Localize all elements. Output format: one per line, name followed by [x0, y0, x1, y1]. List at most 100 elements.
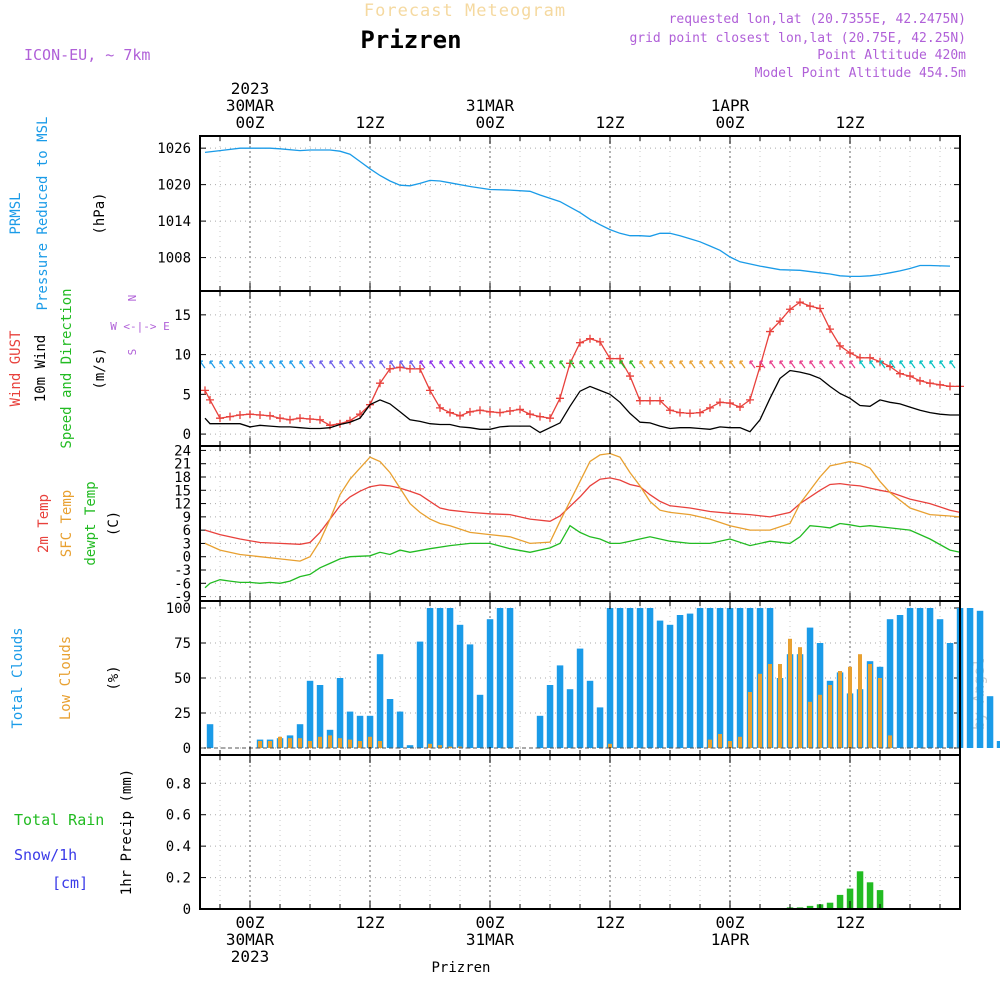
bar-low-clouds: [888, 735, 892, 748]
gust-marker: [376, 379, 384, 388]
gust-marker: [201, 386, 209, 395]
bar-total-clouds: [546, 685, 554, 748]
panel-wind: 0 5 10 15 Wind GUST 10m Wind Speed and Directi…: [8, 288, 964, 449]
bar-total-clouds: [466, 644, 474, 748]
ytick-label: 15: [174, 483, 191, 499]
gust-marker: [506, 407, 514, 416]
panel-precip: 0 0.2 0.4 0.6 0.8 Total Rain Snow/1h [cm] 1hr Pr…: [14, 754, 961, 918]
bar-low-clouds: [308, 741, 312, 748]
side-label: (m/s): [92, 347, 108, 389]
ytick-label: -9: [174, 590, 191, 606]
side-label: Low Clouds: [58, 636, 74, 720]
ytick-label: 6: [183, 523, 191, 539]
wind-arrow: [529, 360, 536, 369]
side-label: Pressure Reduced to MSL: [35, 117, 51, 311]
bar-total-clouds: [636, 608, 644, 748]
bar-total-clouds: [996, 741, 1000, 748]
ytick-label: 21: [174, 457, 191, 473]
gust-marker: [206, 395, 214, 404]
wind-arrow: [919, 360, 926, 369]
wind-arrow: [569, 360, 576, 369]
bottom-time-label: 30MAR: [226, 930, 275, 949]
bar-total-clouds: [946, 643, 954, 748]
side-label: (hPa): [92, 192, 108, 234]
panel-frame: [199, 290, 961, 447]
bar-total-clouds: [976, 610, 984, 748]
wind-arrow: [859, 360, 866, 369]
bar-low-clouds: [378, 741, 382, 748]
wind-arrow: [389, 360, 396, 369]
wind-arrow: [459, 360, 466, 369]
gust-marker: [546, 414, 554, 423]
top-time-label: 1APR: [711, 96, 750, 115]
side-label: (C): [106, 511, 122, 536]
ytick-label: 1026: [157, 141, 191, 157]
bar-low-clouds: [778, 664, 782, 748]
gust-marker: [836, 341, 844, 350]
wind-arrow: [409, 360, 416, 369]
gust-marker: [746, 395, 754, 404]
gust-marker: [706, 403, 714, 412]
gust-marker: [486, 407, 494, 416]
bar-total-clouds: [886, 619, 894, 748]
bar-total-clouds: [726, 608, 734, 748]
wind-arrow: [249, 360, 256, 369]
gust-marker: [476, 406, 484, 415]
gust-marker: [826, 325, 834, 334]
gust-marker: [276, 414, 284, 423]
wind-arrow: [819, 360, 826, 369]
wind-arrow: [339, 360, 346, 369]
side-label: Snow/1h: [14, 846, 77, 864]
gust-marker: [766, 327, 774, 336]
wind-arrow: [799, 360, 806, 369]
side-label: 10m Wind: [33, 335, 49, 402]
bar-total-rain: [876, 890, 884, 909]
gust-marker: [516, 405, 524, 414]
wind-arrow: [759, 360, 766, 369]
bar-total-clouds: [486, 619, 494, 748]
bar-total-rain: [806, 905, 814, 909]
bar-total-rain: [836, 894, 844, 909]
meteogram-subtitle: Forecast Meteogram: [364, 1, 566, 21]
side-label: dewpt Temp: [83, 481, 99, 565]
bar-low-clouds: [458, 746, 462, 748]
series-line-2m-temp: [204, 477, 961, 545]
bar-total-clouds: [416, 641, 424, 748]
bar-low-clouds: [348, 739, 352, 748]
ytick-label: 0.6: [166, 808, 191, 824]
wind-arrow: [889, 360, 896, 369]
bar-total-clouds: [736, 608, 744, 748]
bar-low-clouds: [358, 741, 362, 748]
wind-arrow: [789, 360, 796, 369]
bar-low-clouds: [708, 739, 712, 748]
bar-total-rain: [866, 882, 874, 909]
series-line-dewpt-temp: [204, 522, 961, 589]
ytick-label: 24: [174, 443, 191, 459]
gust-marker: [596, 337, 604, 346]
side-label: (%): [106, 665, 122, 690]
wind-arrow: [369, 360, 376, 369]
bar-low-clouds: [828, 685, 832, 748]
wind-arrow: [689, 360, 696, 369]
bar-low-clouds: [738, 736, 742, 748]
bar-low-clouds: [448, 746, 452, 748]
series-line-sfc-temp: [204, 452, 961, 562]
top-time-label: 00Z: [236, 113, 265, 132]
side-label: PRMSL: [8, 192, 24, 234]
gust-marker: [496, 408, 504, 417]
bar-total-clouds: [706, 608, 714, 748]
bar-low-clouds: [768, 664, 772, 748]
bar-low-clouds: [318, 736, 322, 748]
top-time-label: 12Z: [356, 113, 385, 132]
bar-low-clouds: [808, 701, 812, 748]
gust-marker: [846, 349, 854, 357]
gust-marker: [686, 409, 694, 418]
ytick-label: 1008: [157, 251, 191, 267]
bar-low-clouds: [438, 745, 442, 748]
top-time-label: 30MAR: [226, 96, 275, 115]
ytick-label: 0.2: [166, 871, 191, 887]
bar-total-clouds: [746, 608, 754, 748]
gust-marker: [796, 298, 804, 307]
bar-total-clouds: [716, 608, 724, 748]
